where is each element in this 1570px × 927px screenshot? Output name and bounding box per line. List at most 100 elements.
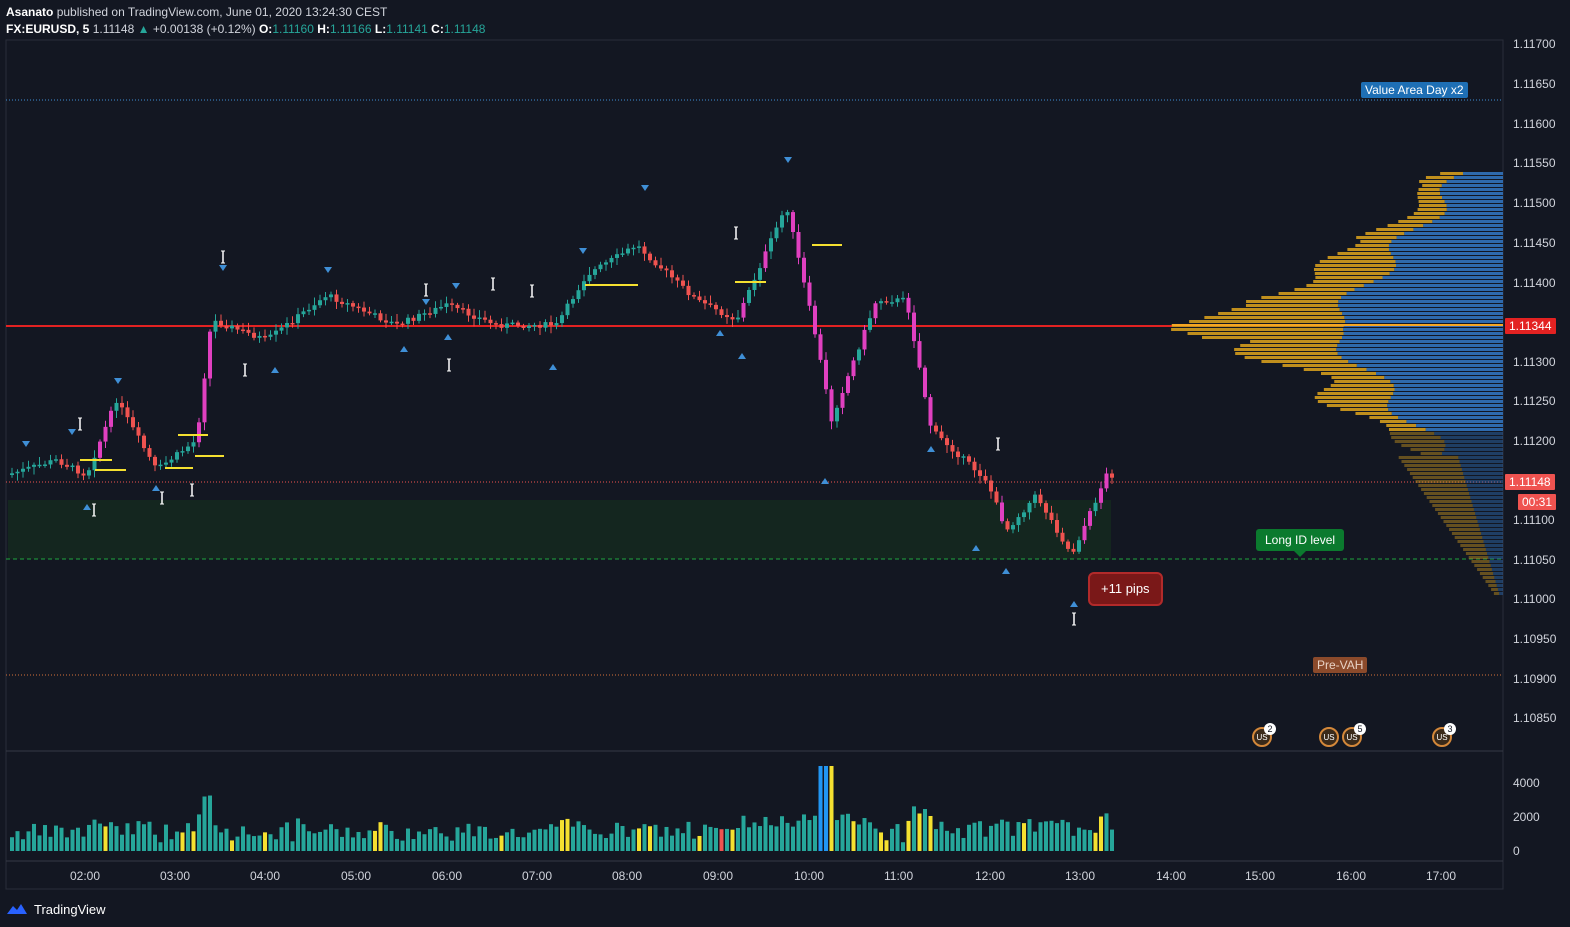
candle-body <box>978 470 982 476</box>
up-triangle-icon <box>444 334 452 340</box>
volume-axis[interactable]: 4000 2000 0 <box>1513 776 1540 858</box>
volume-bar <box>631 829 636 851</box>
profile-bar-down <box>1493 592 1500 595</box>
profile-bar-up <box>1388 244 1503 247</box>
down-triangle-icon <box>784 157 792 163</box>
volume-bar <box>598 834 603 851</box>
volume-bar <box>477 826 482 851</box>
pips-callout[interactable]: +11 pips <box>1088 572 1163 606</box>
profile-bar-up <box>1444 448 1503 451</box>
profile-bar-down <box>1417 208 1447 211</box>
time-tick: 09:00 <box>703 869 733 883</box>
volume-tick: 2000 <box>1513 810 1540 824</box>
candle-body <box>87 470 91 476</box>
brand-name[interactable]: TradingView <box>34 901 106 917</box>
profile-bar-up <box>1482 536 1503 539</box>
profile-bar-down <box>1417 196 1443 199</box>
candle-body <box>351 303 355 307</box>
profile-bar-down <box>1398 456 1459 459</box>
volume-bar <box>818 766 823 851</box>
candle-body <box>802 257 806 283</box>
current-price-tag: 1.11148 <box>1505 474 1555 490</box>
candle-body <box>191 442 196 447</box>
candle-body <box>994 491 999 503</box>
profile-bar-down <box>1315 276 1383 279</box>
profile-bar-down <box>1250 340 1340 343</box>
volume-bar <box>576 821 581 851</box>
volume-bar <box>807 820 812 851</box>
profile-bar-down <box>1187 332 1344 335</box>
price-axis[interactable]: 1.11700 1.11650 1.11600 1.11550 1.11500 … <box>1513 37 1557 725</box>
open-label: O: <box>258 22 273 36</box>
economic-event-icon[interactable]: US 2 <box>1252 723 1276 747</box>
close-value: 1.11148 <box>443 22 486 36</box>
candle-body <box>549 322 553 326</box>
profile-bar-down <box>1306 284 1364 287</box>
profile-bar-up <box>1387 404 1503 407</box>
candle-body <box>829 389 834 422</box>
volume-bar <box>939 821 944 851</box>
candle-body <box>1099 488 1103 503</box>
candle-body <box>714 304 718 310</box>
price-tick: 1.11000 <box>1513 592 1556 606</box>
volume-bar <box>961 837 966 851</box>
profile-bar-down <box>1485 580 1496 583</box>
candle-body <box>164 462 168 465</box>
volume-bar <box>340 836 344 851</box>
candle-body <box>719 309 724 316</box>
pre-vah-label[interactable]: Pre-VAH <box>1313 657 1368 673</box>
economic-event-icon[interactable]: US 5 <box>1342 723 1366 747</box>
candle-body <box>620 253 625 255</box>
value-area-label[interactable]: Value Area Day x2 <box>1361 82 1468 98</box>
economic-event-icon[interactable]: US 3 <box>1432 723 1456 747</box>
volume-bar <box>972 822 977 851</box>
long-id-label[interactable]: Long ID level <box>1256 529 1345 557</box>
time-axis[interactable]: 02:00 03:00 04:00 05:00 06:00 07:00 08:0… <box>70 869 1456 883</box>
candle-body <box>32 464 36 467</box>
candle-body <box>461 308 465 310</box>
profile-bar-down <box>1261 360 1349 363</box>
volume-bar <box>378 822 383 851</box>
profile-bar-down <box>1435 508 1474 511</box>
candle-body <box>851 360 856 377</box>
candle-body <box>340 301 344 304</box>
volume-bar <box>560 820 564 851</box>
volume-bar <box>334 829 339 851</box>
profile-bar-up <box>1489 560 1503 563</box>
volume-bar <box>65 837 69 851</box>
profile-bar-up <box>1394 388 1503 391</box>
economic-event-icon[interactable]: US <box>1319 727 1339 747</box>
volume-bar <box>268 834 273 851</box>
volume-bar <box>681 833 685 851</box>
profile-bar-down <box>1340 408 1389 411</box>
volume-bar <box>411 839 416 851</box>
candle-body <box>274 330 278 335</box>
profile-bar-down <box>1365 232 1405 235</box>
publish-line: Asanato published on TradingView.com, Ju… <box>6 4 485 21</box>
profile-bar-up <box>1342 336 1503 339</box>
tradingview-logo-icon[interactable] <box>6 902 28 916</box>
volume-bar <box>747 827 751 851</box>
candle-body <box>1060 532 1065 542</box>
candle-body <box>367 311 372 314</box>
volume-bar <box>263 832 267 851</box>
profile-bar-up <box>1439 188 1503 191</box>
profile-bar-down <box>1479 572 1494 575</box>
author-name[interactable]: Asanato <box>6 5 54 19</box>
price-tick: 1.11500 <box>1513 196 1556 210</box>
candle-body <box>796 231 801 258</box>
profile-bar-down <box>1440 172 1463 175</box>
profile-bar-down <box>1171 328 1344 331</box>
candle-body <box>626 248 630 254</box>
volume-bar <box>648 826 652 851</box>
volume-bar <box>532 829 537 851</box>
candle-body <box>774 227 779 239</box>
candle-body <box>950 445 955 452</box>
volume-bar <box>450 840 454 851</box>
volume-bar <box>125 823 130 851</box>
profile-bar-down <box>1244 356 1342 359</box>
symbol-label[interactable]: FX:EURUSD, 5 <box>6 22 90 36</box>
volume-bar <box>1104 813 1109 851</box>
profile-bar-down <box>1418 188 1440 191</box>
